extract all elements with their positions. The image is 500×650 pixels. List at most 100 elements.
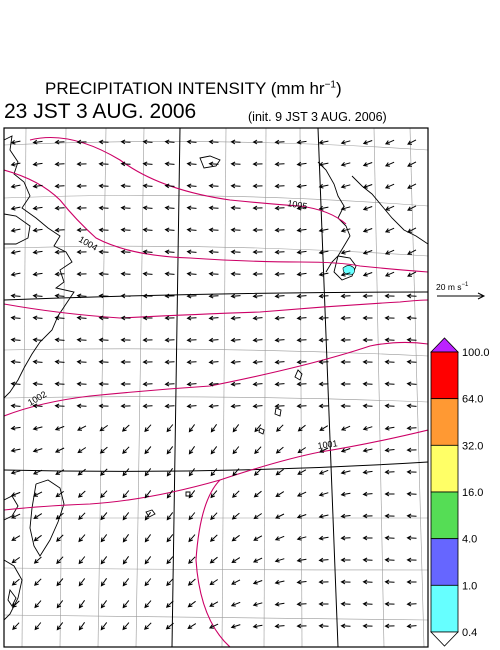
wind-arrow [98, 293, 109, 299]
wind-arrow [32, 139, 43, 145]
figure-title: PRECIPITATION INTENSITY (mm hr−1) [45, 79, 342, 99]
colorbar-over-triangle [430, 337, 459, 353]
isobar-1004 [4, 169, 428, 273]
wind-arrow [406, 359, 417, 365]
wind-arrow [142, 359, 153, 365]
wind-arrow [340, 557, 351, 563]
reference-vector-exponent: −1 [462, 282, 470, 288]
wind-arrow [340, 535, 351, 541]
wind-arrow [188, 534, 196, 543]
wind-arrow [252, 403, 263, 409]
wind-arrow [252, 315, 263, 321]
wind-arrow [340, 272, 351, 277]
wind-arrow [406, 535, 417, 541]
wind-arrow [296, 183, 307, 189]
wind-arrow [274, 183, 285, 189]
wind-arrow [10, 381, 21, 387]
wind-arrow [77, 468, 86, 476]
wind-arrow [318, 513, 329, 519]
wind-arrow [98, 315, 109, 321]
wind-arrow [340, 381, 351, 387]
wind-arrow [76, 359, 87, 365]
wind-arrow [384, 579, 395, 585]
wind-arrow [34, 600, 42, 609]
isobars [4, 137, 428, 647]
wind-arrow [230, 205, 241, 211]
wind-arrow [10, 425, 21, 431]
wind-arrow [384, 601, 395, 607]
wind-arrow [319, 425, 329, 431]
wind-arrow [33, 556, 42, 564]
colorbar: 100.0 64.0 32.0 16.0 4.0 1.0 0.4 [430, 337, 490, 647]
wind-arrow [407, 139, 417, 145]
wind-arrow [100, 512, 108, 521]
wind-arrow [32, 315, 43, 321]
wind-arrow [252, 227, 263, 233]
wind-arrow [296, 557, 307, 563]
wind-arrow [340, 403, 351, 409]
wind-arrow [32, 205, 43, 211]
wind-arrow [10, 491, 21, 497]
wind-arrow [100, 468, 108, 476]
wind-arrow [76, 337, 87, 343]
colorbar-tick-label: 0.4 [462, 627, 477, 639]
wind-arrow [406, 469, 417, 475]
wind-arrow [142, 161, 153, 167]
wind-arrow [318, 249, 329, 255]
wind-arrow [78, 512, 86, 520]
wind-arrow [122, 446, 130, 454]
coast-taiwan [29, 479, 65, 557]
wind-arrow [340, 315, 351, 321]
wind-arrow [384, 183, 395, 189]
wind-arrow [187, 600, 196, 608]
wind-arrow [318, 535, 329, 541]
colorbar-segment [430, 351, 459, 400]
wind-arrow [142, 337, 153, 343]
wind-arrow [166, 490, 174, 499]
wind-arrow [318, 359, 329, 365]
wind-arrow [164, 205, 175, 211]
wind-arrow [362, 469, 373, 475]
wind-arrow [318, 381, 329, 387]
wind-arrow [77, 447, 87, 454]
wind-arrow [274, 403, 285, 409]
wind-arrow [253, 513, 262, 520]
wind-arrow [54, 381, 65, 387]
wind-arrow [144, 512, 152, 521]
wind-arrow [77, 490, 86, 498]
wind-arrow [142, 249, 153, 255]
wind-arrow [384, 249, 395, 255]
wind-arrow [98, 359, 109, 365]
wind-arrow [186, 183, 197, 189]
wind-arrow [164, 227, 175, 233]
wind-arrow [252, 183, 263, 189]
wind-arrow [209, 534, 218, 542]
wind-arrow [144, 534, 152, 543]
wind-arrow [56, 600, 64, 609]
wind-arrow [274, 558, 285, 563]
init-time-label: (init. 9 JST 3 AUG. 2006) [248, 110, 387, 124]
wind-arrow [142, 205, 153, 211]
wind-arrow [144, 424, 152, 433]
wind-arrow [142, 293, 153, 299]
wind-arrow [10, 139, 21, 145]
wind-arrow [188, 512, 196, 521]
wind-arrow [142, 271, 153, 277]
wind-arrow [208, 293, 219, 299]
wind-arrow [10, 470, 21, 475]
wind-arrow [10, 205, 21, 211]
wind-arrow [166, 556, 174, 565]
wind-arrow [10, 183, 21, 189]
coast-kyushu [333, 255, 357, 281]
wind-arrow [296, 139, 307, 145]
wind-arrow [120, 337, 131, 343]
wind-arrow [296, 536, 307, 541]
wind-arrow [274, 381, 285, 387]
wind-arrow [230, 337, 241, 343]
wind-arrow [144, 446, 152, 455]
title-close-paren: ) [335, 79, 342, 98]
reference-arrow-head [477, 292, 486, 300]
wind-arrow [340, 513, 351, 519]
wind-arrow [230, 381, 241, 387]
wind-arrow [164, 359, 175, 365]
